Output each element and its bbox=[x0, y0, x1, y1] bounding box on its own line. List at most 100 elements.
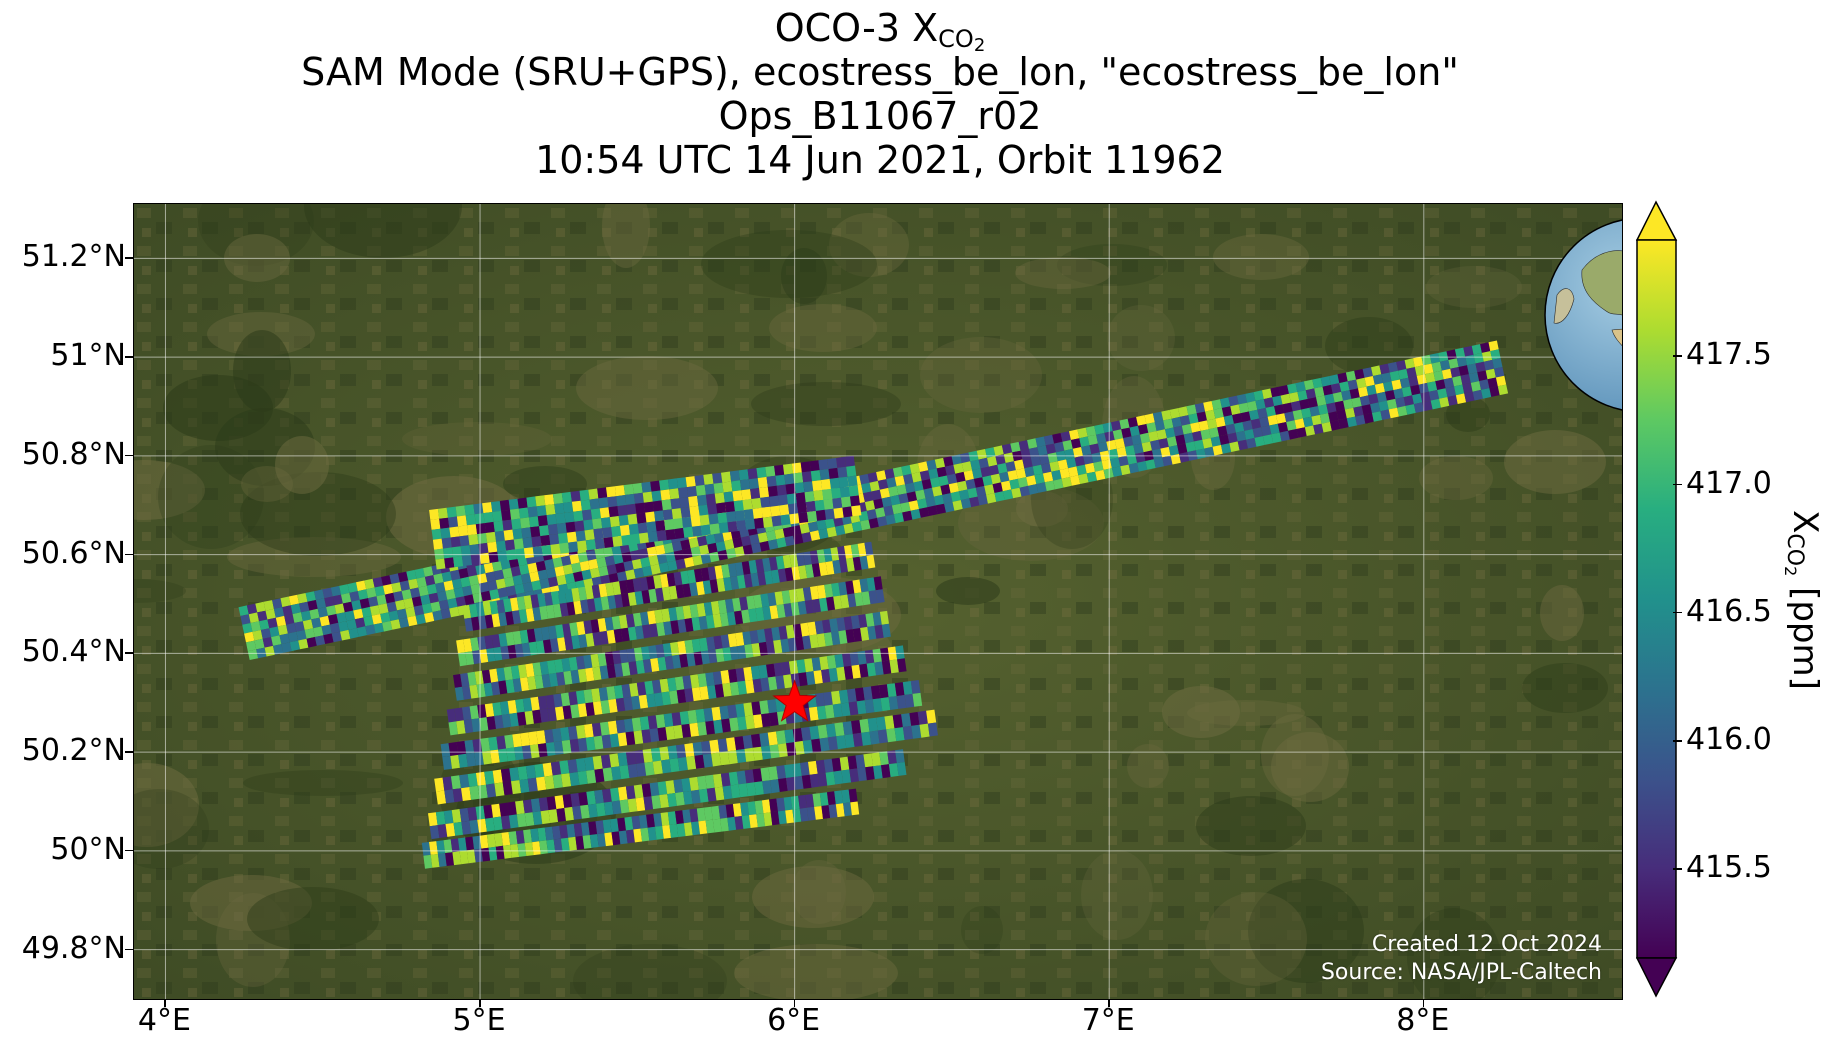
xco2-cell bbox=[807, 621, 817, 636]
xco2-cell bbox=[1336, 409, 1347, 421]
xco2-cell bbox=[583, 519, 594, 531]
xco2-cell bbox=[1438, 351, 1449, 362]
xco2-cell bbox=[257, 610, 268, 622]
xco2-cell bbox=[1366, 384, 1377, 396]
xco2-cell bbox=[626, 648, 636, 663]
xco2-cell bbox=[644, 680, 654, 695]
xco2-cell bbox=[585, 585, 594, 600]
xco2-cell bbox=[1267, 414, 1278, 426]
xco2-cell bbox=[1481, 351, 1493, 362]
xco2-cell bbox=[652, 760, 663, 775]
xco2-cell bbox=[839, 486, 850, 498]
xco2-cell bbox=[1385, 390, 1396, 401]
xco2-cell bbox=[577, 540, 588, 552]
xco2-cell bbox=[470, 554, 481, 565]
xco2-cell bbox=[353, 608, 364, 620]
xco2-cell bbox=[465, 651, 475, 666]
xco2-cell bbox=[925, 496, 936, 508]
xco2-cell bbox=[546, 839, 556, 854]
xco2-cell bbox=[550, 761, 562, 776]
xco2-cell bbox=[313, 626, 324, 637]
xco2-cell bbox=[556, 671, 566, 686]
xco2-cell bbox=[584, 723, 594, 738]
map-canvas[interactable] bbox=[134, 204, 1622, 999]
terrain-patch bbox=[227, 537, 401, 577]
xco2-cell bbox=[713, 773, 723, 788]
xco2-cell bbox=[588, 821, 598, 835]
xco2-cell bbox=[778, 625, 788, 640]
xco2-cell bbox=[628, 523, 639, 535]
xco2-cell bbox=[611, 831, 621, 846]
xco2-cell bbox=[450, 536, 461, 548]
xco2-cell bbox=[594, 768, 605, 783]
xco2-cell bbox=[895, 749, 905, 764]
xco2-cell bbox=[523, 799, 533, 814]
xco2-cell bbox=[576, 621, 586, 636]
xco2-cell bbox=[510, 508, 521, 520]
xco2-cell bbox=[515, 698, 525, 713]
xco2-cell bbox=[347, 582, 358, 593]
xco2-cell bbox=[766, 663, 776, 678]
xco2-cell bbox=[1479, 379, 1490, 390]
terrain-patch bbox=[1419, 456, 1493, 500]
terrain-patch bbox=[1446, 396, 1490, 432]
xco2-cell bbox=[1188, 413, 1199, 424]
xco2-cell bbox=[753, 517, 764, 529]
xco2-cell bbox=[531, 580, 542, 591]
xco2-cell bbox=[796, 502, 807, 514]
xco2-cell bbox=[859, 663, 869, 678]
xco2-cell bbox=[716, 502, 727, 514]
xco2-cell bbox=[838, 476, 849, 488]
xco2-cell bbox=[848, 701, 859, 716]
xco2-cell bbox=[674, 527, 685, 539]
xco2-cell bbox=[342, 601, 354, 613]
xco2-cell bbox=[459, 535, 470, 547]
xco2-cell bbox=[866, 662, 877, 677]
xco2-cell bbox=[819, 469, 830, 481]
xco2-cell bbox=[718, 804, 728, 819]
xco2-cell bbox=[450, 754, 460, 769]
xco2-cell bbox=[973, 477, 985, 488]
xco2-cell bbox=[244, 631, 255, 643]
xco2-cell bbox=[788, 503, 799, 515]
xco2-cell bbox=[851, 505, 862, 517]
xco2-cell bbox=[559, 760, 570, 775]
terrain-patch bbox=[769, 304, 877, 352]
xco2-cell bbox=[448, 721, 458, 736]
xco2-cell bbox=[599, 665, 609, 680]
xco2-cell bbox=[769, 495, 780, 507]
xco2-cell bbox=[445, 589, 456, 600]
xco2-cell bbox=[896, 695, 907, 709]
xco2-cell bbox=[461, 787, 472, 801]
xco2-cell bbox=[428, 812, 438, 827]
xco2-cell bbox=[812, 793, 822, 807]
xco2-cell bbox=[950, 491, 961, 502]
xco2-cell bbox=[495, 578, 506, 590]
xco2-cell bbox=[740, 802, 749, 816]
xco2-cell bbox=[1481, 388, 1492, 399]
xco2-cell bbox=[348, 628, 359, 639]
xco2-cell bbox=[707, 566, 717, 581]
xco2-cell bbox=[500, 701, 510, 715]
xco2-cell bbox=[464, 594, 475, 605]
xco2-cell bbox=[505, 679, 515, 694]
xco2-cell bbox=[873, 576, 883, 591]
xco2-cell bbox=[1027, 438, 1038, 449]
xco2-cell bbox=[548, 576, 559, 588]
xco2-cell bbox=[598, 497, 609, 509]
xco2-cell bbox=[517, 497, 528, 509]
xco2-cell bbox=[573, 571, 584, 582]
xco2-cell bbox=[809, 634, 819, 649]
xco2-cell bbox=[1349, 388, 1360, 399]
xco2-cell bbox=[556, 574, 567, 586]
xco2-cell bbox=[564, 511, 575, 523]
xco2-cell bbox=[653, 692, 664, 707]
xco2-cell bbox=[691, 617, 701, 631]
xco2-cell bbox=[687, 709, 698, 724]
xco2-cell bbox=[682, 605, 692, 620]
xco2-cell bbox=[592, 755, 603, 770]
xco2-cell bbox=[520, 517, 531, 529]
xco2-cell bbox=[800, 461, 811, 473]
map-panel[interactable]: Created 12 Oct 2024 Source: NASA/JPL-Cal… bbox=[133, 203, 1623, 1000]
xco2-cell bbox=[955, 471, 966, 483]
